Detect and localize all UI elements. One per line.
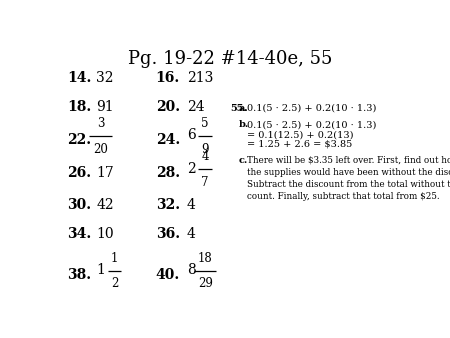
Text: 1: 1 [111, 252, 118, 265]
Text: 4: 4 [202, 150, 209, 163]
Text: 91: 91 [96, 100, 114, 114]
Text: 2: 2 [187, 162, 196, 176]
Text: 34.: 34. [68, 227, 92, 241]
Text: 42: 42 [96, 197, 114, 212]
Text: 36.: 36. [156, 227, 180, 241]
Text: 40.: 40. [156, 268, 180, 282]
Text: 213: 213 [187, 71, 213, 84]
Text: c.: c. [238, 155, 248, 165]
Text: 26.: 26. [68, 166, 91, 180]
Text: 30.: 30. [68, 197, 91, 212]
Text: 29: 29 [198, 277, 212, 290]
Text: 7: 7 [202, 176, 209, 189]
Text: There will be $3.35 left over. First, find out how much
the supplies would have : There will be $3.35 left over. First, fi… [248, 155, 450, 201]
Text: 2: 2 [111, 277, 118, 290]
Text: 20.: 20. [156, 100, 180, 114]
Text: 9: 9 [202, 143, 209, 155]
Text: 0.1(5 · 2.5) + 0.2(10 · 1.3): 0.1(5 · 2.5) + 0.2(10 · 1.3) [248, 104, 377, 113]
Text: 24: 24 [187, 100, 205, 114]
Text: b.: b. [238, 120, 248, 129]
Text: a.: a. [238, 104, 248, 113]
Text: 6: 6 [187, 128, 196, 142]
Text: 18.: 18. [68, 100, 92, 114]
Text: 17: 17 [96, 166, 114, 180]
Text: 24.: 24. [156, 133, 180, 147]
Text: 1: 1 [96, 263, 105, 277]
Text: 55.: 55. [230, 104, 247, 113]
Text: 5: 5 [202, 117, 209, 130]
Text: = 1.25 + 2.6 = $3.85: = 1.25 + 2.6 = $3.85 [248, 140, 353, 148]
Text: 4: 4 [187, 197, 196, 212]
Text: 22.: 22. [68, 133, 91, 147]
Text: 10: 10 [96, 227, 114, 241]
Text: 4: 4 [187, 227, 196, 241]
Text: 0.1(5 · 2.5) + 0.2(10 · 1.3): 0.1(5 · 2.5) + 0.2(10 · 1.3) [248, 120, 377, 129]
Text: 14.: 14. [68, 71, 92, 84]
Text: 32.: 32. [156, 197, 180, 212]
Text: 32: 32 [96, 71, 114, 84]
Text: 16.: 16. [156, 71, 180, 84]
Text: 8: 8 [187, 263, 196, 277]
Text: = 0.1(12.5) + 0.2(13): = 0.1(12.5) + 0.2(13) [248, 130, 354, 139]
Text: 28.: 28. [156, 166, 180, 180]
Text: 20: 20 [93, 143, 108, 155]
Text: Pg. 19-22 #14-40e, 55: Pg. 19-22 #14-40e, 55 [128, 50, 333, 68]
Text: 18: 18 [198, 252, 212, 265]
Text: 3: 3 [97, 117, 104, 130]
Text: 38.: 38. [68, 268, 91, 282]
